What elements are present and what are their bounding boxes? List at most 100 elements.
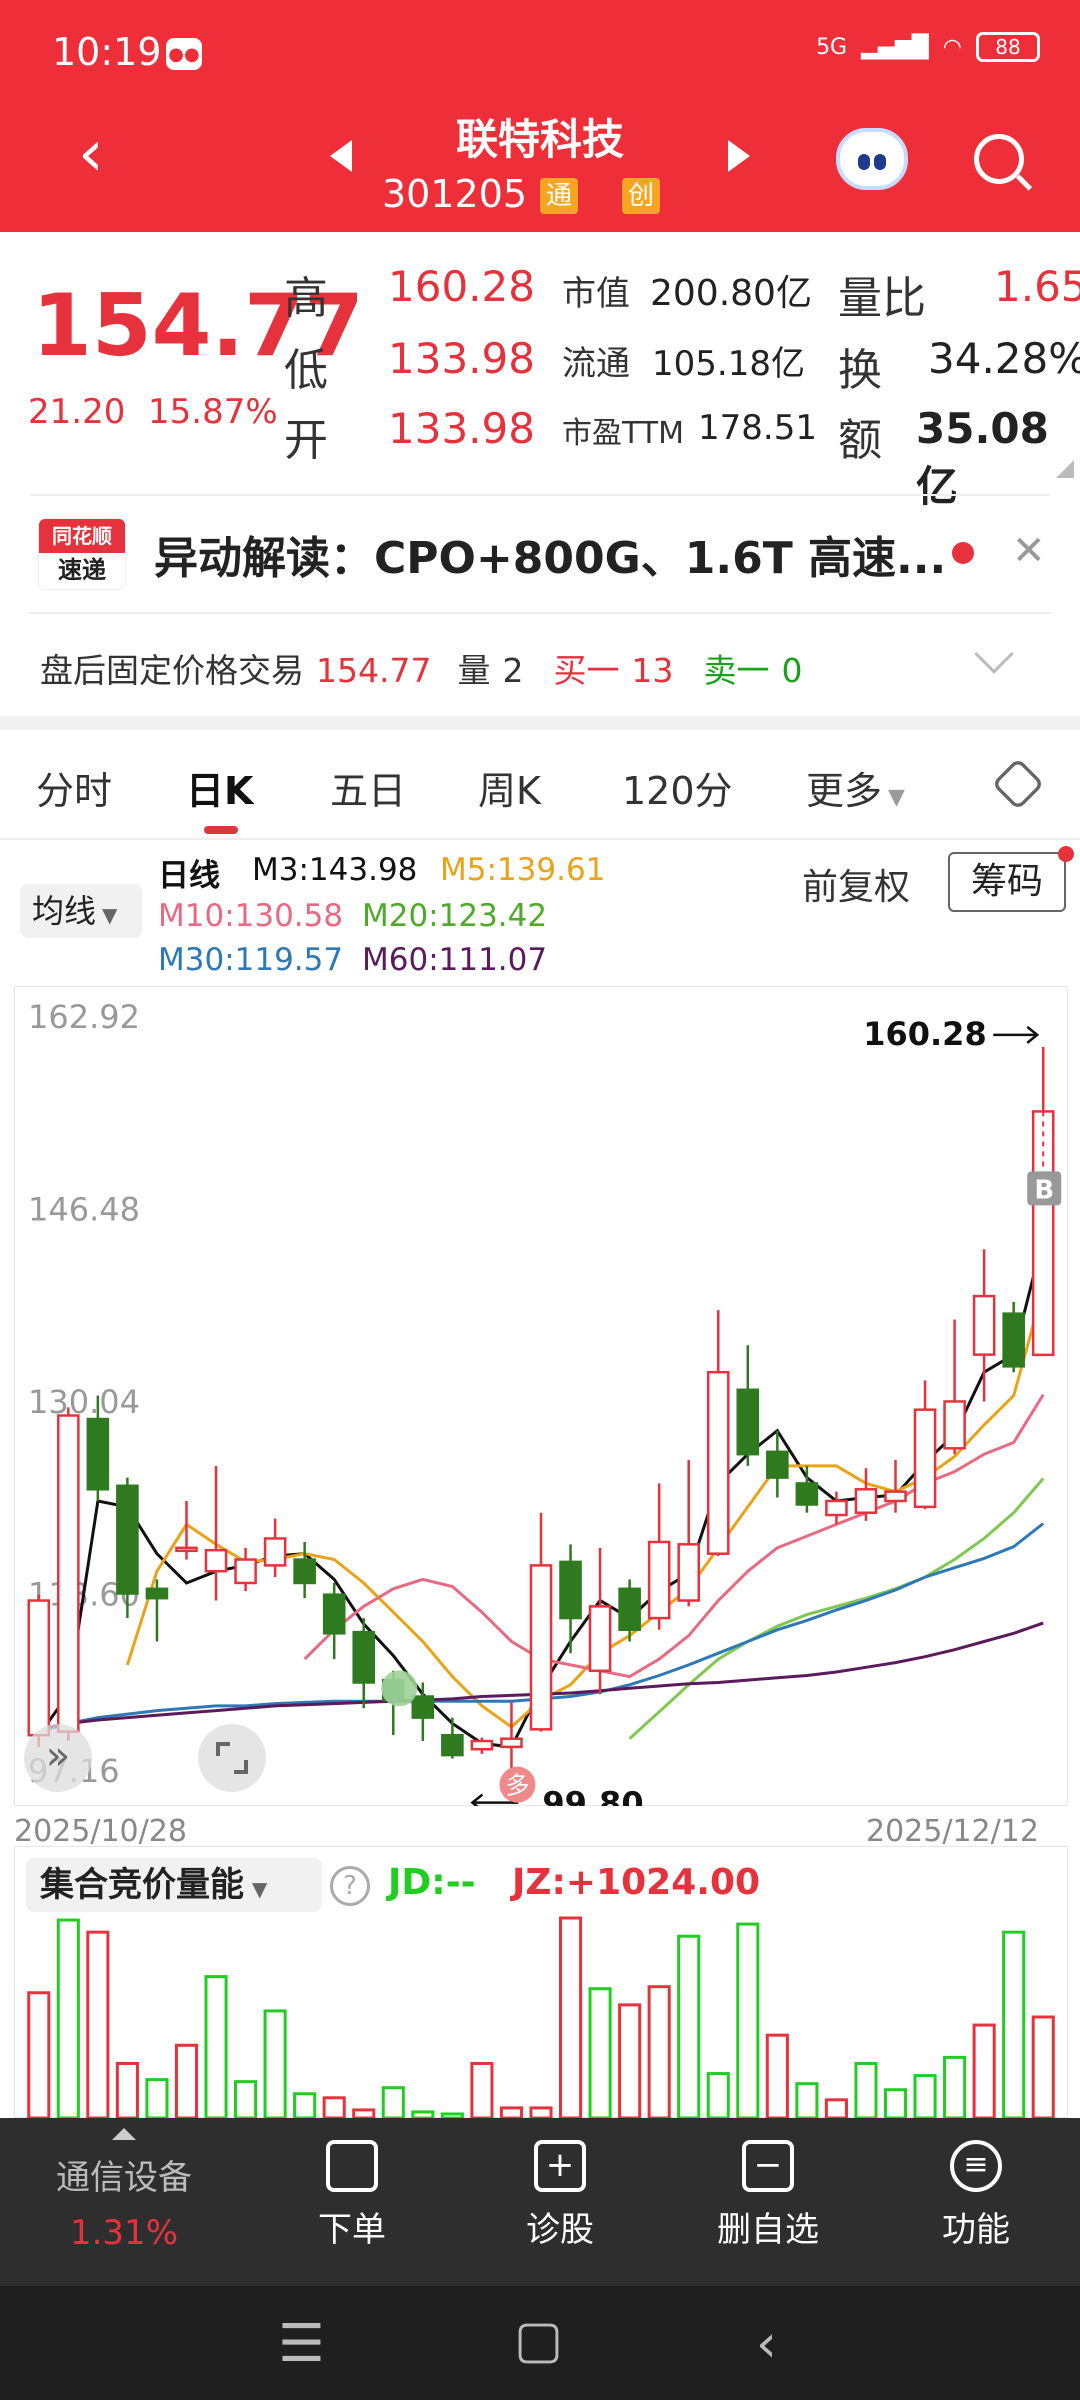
turnover-label: 换 xyxy=(838,345,882,396)
assistant-robot-icon[interactable] xyxy=(836,128,908,190)
mktcap-label: 市值 xyxy=(562,274,630,314)
volume-bar xyxy=(411,2110,435,2118)
stock-code: 301205 xyxy=(382,172,528,216)
candle-down xyxy=(736,1388,760,1456)
expand-corner-icon[interactable] xyxy=(1056,460,1074,478)
candle-down xyxy=(411,1695,435,1719)
candle-up xyxy=(972,1294,996,1356)
float-label: 流通 xyxy=(562,344,630,384)
caret-down-icon: ▼ xyxy=(252,1877,268,1901)
candle-down xyxy=(559,1560,582,1620)
sys-menu-icon[interactable]: ☰ xyxy=(278,2314,325,2374)
volume-bar xyxy=(529,2106,553,2118)
y-tick-label: 130.04 xyxy=(28,1383,140,1421)
high-label: 高 xyxy=(284,273,328,324)
x-start-date: 2025/10/28 xyxy=(14,1814,187,1849)
annotations: 160.28 99.80 B 多 xyxy=(381,1015,1062,1806)
tab-daily-k[interactable]: 日K xyxy=(186,769,254,813)
candle-up xyxy=(825,1499,848,1517)
help-icon[interactable]: ? xyxy=(330,1866,370,1906)
unread-dot xyxy=(952,542,974,564)
jz-label: JZ: xyxy=(512,1862,566,1903)
volume-bar xyxy=(824,2098,848,2118)
volume-bar xyxy=(263,2009,287,2118)
tab-weekly-k[interactable]: 周K xyxy=(478,769,541,813)
chevron-down-icon[interactable] xyxy=(974,634,1014,674)
fullscreen-icon[interactable] xyxy=(198,1724,266,1792)
active-tab-indicator xyxy=(204,826,238,834)
candle-down xyxy=(441,1733,464,1757)
news-headline[interactable]: 异动解读：CPO+800G、1.6T 高速... xyxy=(154,533,947,584)
tag-chuang: 创 xyxy=(622,178,661,214)
signal-icon: ▂▄▆█ xyxy=(861,34,929,60)
candle-up xyxy=(1031,1110,1055,1357)
nav-diagnose-label: 诊股 xyxy=(526,2210,594,2250)
nav-functions[interactable]: ≡ 功能 xyxy=(876,2140,1076,2251)
volume-bars xyxy=(27,1916,1055,2118)
volume-bar xyxy=(883,2088,908,2118)
volume-bar xyxy=(1031,2015,1055,2118)
volume-bar xyxy=(27,1991,51,2118)
nav-diagnose[interactable]: + 诊股 xyxy=(460,2140,660,2251)
low-mark-arrowhead xyxy=(470,1793,484,1806)
tab-120min[interactable]: 120分 xyxy=(622,769,733,813)
ma-m10: M10:130.58 xyxy=(158,898,344,934)
volume-bar xyxy=(86,1930,110,2118)
tab-five-day[interactable]: 五日 xyxy=(330,769,407,813)
afterhours-sell: 0 xyxy=(781,651,803,690)
volume-bar xyxy=(913,2074,937,2118)
afterhours-buy-label: 买一 xyxy=(553,651,620,690)
jz-indicator: JZ:+1024.00 xyxy=(512,1862,760,1903)
sys-home-icon[interactable]: ▢ xyxy=(514,2310,564,2370)
back-button[interactable]: ‹ xyxy=(78,117,104,191)
prev-stock-arrow-icon[interactable] xyxy=(330,140,352,172)
candle-down xyxy=(1002,1312,1025,1368)
tag-tong: 通 xyxy=(540,178,579,214)
candle-up xyxy=(27,1599,51,1737)
nav-order[interactable]: 下单 xyxy=(252,2140,452,2251)
search-icon[interactable] xyxy=(974,134,1024,184)
candle-up xyxy=(470,1739,494,1751)
volume-bar xyxy=(1002,1930,1026,2118)
volume-bar xyxy=(145,2078,169,2118)
afterhours-trading[interactable]: 盘后固定价格交易 154.77 量 2 买一 13 卖一 0 xyxy=(40,644,814,692)
mktcap-value: 200.80亿 xyxy=(650,273,812,314)
section-gap xyxy=(0,716,1080,730)
logo-bottom-text: 速递 xyxy=(58,556,106,584)
next-stock-arrow-icon[interactable] xyxy=(728,140,750,172)
chip-distribution-button[interactable]: 筹码 xyxy=(948,852,1066,912)
volume-bar xyxy=(499,2106,524,2118)
low-label: 低 xyxy=(284,345,328,396)
sys-back-icon[interactable]: ‹ xyxy=(756,2314,777,2374)
candle-up xyxy=(647,1540,671,1620)
volume-bar xyxy=(558,1916,583,2118)
candle-up xyxy=(175,1546,198,1553)
nav-functions-label: 功能 xyxy=(942,2210,1010,2250)
nav-sector[interactable]: 通信设备 1.31% xyxy=(24,2150,224,2253)
nav-remove-watchlist[interactable]: − 删自选 xyxy=(668,2140,868,2251)
volume-bar xyxy=(618,2003,642,2118)
volume-bar xyxy=(765,2033,789,2118)
order-doc-icon xyxy=(326,2140,378,2192)
ma-line-m20 xyxy=(628,1477,1045,1740)
candle-down xyxy=(116,1484,139,1595)
candle-up xyxy=(913,1408,937,1509)
ma-select-label: 均线 xyxy=(32,892,97,930)
volume-indicator-select[interactable]: 集合竞价量能 ▼ xyxy=(26,1858,322,1912)
volume-bar xyxy=(115,2061,139,2118)
volume-bar xyxy=(174,2043,199,2118)
ma-indicator-select[interactable]: 均线 ▼ xyxy=(20,884,142,938)
y-tick-label: 146.48 xyxy=(28,1191,140,1229)
battery-icon: 88 xyxy=(976,32,1040,62)
volume-bar xyxy=(795,2082,819,2118)
candle-up xyxy=(204,1548,228,1573)
afterhours-label: 盘后固定价格交易 xyxy=(40,651,304,690)
tab-intraday[interactable]: 分时 xyxy=(36,769,113,813)
tab-more[interactable]: 更多 ▼ xyxy=(806,760,905,815)
adjust-mode[interactable]: 前复权 xyxy=(802,867,911,908)
wifi-icon: ◠ xyxy=(942,34,962,60)
close-icon[interactable]: ✕ xyxy=(1012,528,1046,574)
settings-hexagon-icon[interactable] xyxy=(991,757,1045,811)
expand-left-icon[interactable]: » xyxy=(24,1724,92,1792)
